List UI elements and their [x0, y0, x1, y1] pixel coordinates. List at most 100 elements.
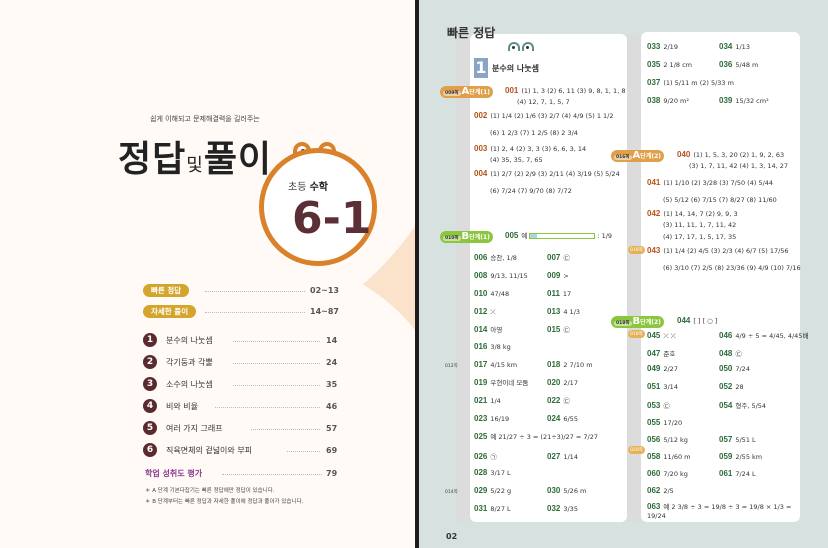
answer-item: 043 (1) 1/4 (2) 4/5 (3) 2/3 (4) 6/7 (5) 1… — [647, 246, 789, 256]
answer-item: 025 예 21/27 ÷ 3 = (21÷3)/27 = 7/27 — [474, 432, 598, 442]
answer-text: 2/19 — [663, 43, 678, 51]
answer-item: 029 5/22 g — [474, 486, 511, 496]
answer-item: 050 7/24 — [719, 364, 750, 374]
title-part: 풀이 — [203, 139, 273, 180]
toc-chapter-title: 소수의 나눗셈 — [166, 380, 213, 389]
toc-section-pill: 자세한 풀이 — [143, 305, 197, 318]
tag-stage: B — [632, 316, 641, 327]
answer-text: 5/26 m — [563, 487, 587, 495]
answer-number: 006 — [474, 253, 488, 262]
answer-item: 032 3/35 — [547, 504, 578, 514]
answer-text: 아영 — [490, 326, 503, 334]
answer-continuation: (6) 1 2/3 (7) 1 2/5 (8) 2 3/4 — [490, 129, 578, 137]
toc-leader — [205, 291, 305, 292]
chapter-title: 분수의 나눗셈 — [492, 64, 539, 73]
title-part: 및 — [186, 155, 204, 176]
answer-text: 47/48 — [490, 290, 510, 298]
answer-item: 003 (1) 2, 4 (2) 3, 3 (3) 6, 6, 3, 14 — [474, 144, 586, 154]
answer-number: 022 — [547, 396, 561, 405]
answer-text: ⤫ ⤫ — [663, 332, 676, 340]
toc-chapter-title: 여러 가지 그래프 — [166, 424, 223, 433]
answer-number: 060 — [647, 469, 661, 478]
answer-number: 004 — [474, 169, 488, 178]
answer-text: 17 — [562, 290, 572, 298]
tag-label: 단계(2) — [640, 319, 661, 326]
answer-number: 058 — [647, 452, 661, 461]
cover-page: 쉽게 이해되고 문제해결력을 길러주는 정답및풀이 초등 수학 6-1 빠른 정… — [0, 0, 415, 548]
answer-text: 5/12 kg — [663, 436, 688, 444]
answer-number: 053 — [647, 401, 661, 410]
answer-text: 1/13 — [735, 43, 750, 51]
frog-eye-icon — [508, 42, 520, 51]
answer-item: 048 ㉢ — [719, 349, 742, 359]
answer-item: 045 ⤫ ⤫ — [647, 331, 676, 341]
answer-item: 040 (1) 1, 5, 3, 20 (2) 1, 9, 2, 63 — [677, 150, 784, 160]
answer-number: 036 — [719, 60, 733, 69]
answer-item: 054 형주, 5/54 — [719, 401, 766, 411]
answer-item: 019 우현이네 모둠 — [474, 378, 528, 388]
grade-label: 초등 수학 — [288, 178, 328, 193]
answer-continuation: (3) 11, 11, 1, 7, 11, 42 — [663, 221, 737, 229]
answer-item: 033 2/19 — [647, 42, 678, 52]
toc-chapter-title: 분수의 나눗셈 — [166, 336, 213, 345]
answer-number: 005 — [505, 231, 519, 240]
answer-item: 041 (1) 1/10 (2) 3/28 (3) 7/50 (4) 5/44 — [647, 178, 773, 188]
answer-item: 004 (1) 2/7 (2) 2/9 (3) 2/11 (4) 3/19 (5)… — [474, 169, 620, 179]
stage-tag: 009쪽 A단계(1) — [440, 86, 493, 98]
answer-text: 11/60 m — [663, 453, 691, 461]
answer-text: 2 1/8 cm — [663, 61, 692, 69]
answer-number: 040 — [677, 150, 691, 159]
answer-number: 029 — [474, 486, 488, 495]
answer-text: 15/32 cm² — [735, 97, 769, 105]
side-page-ref: 020쪽 — [628, 446, 645, 454]
answer-number: 046 — [719, 331, 733, 340]
tag-stage: A — [632, 150, 641, 161]
answer-text: 5/22 g — [490, 487, 512, 495]
answer-number: 045 — [647, 331, 661, 340]
answer-number: 018 — [547, 360, 561, 369]
answer-text: 2/17 — [563, 379, 578, 387]
answer-item: 042 (1) 14, 14, 7 (2) 9, 9, 3 — [647, 209, 738, 219]
frog-eye-icon — [522, 42, 534, 51]
answer-number: 001 — [505, 86, 519, 95]
answer-number: 043 — [647, 246, 661, 255]
answer-number: 015 — [547, 325, 561, 334]
tag-label: 단계(1) — [469, 234, 490, 241]
answer-text: 3/14 — [663, 383, 678, 391]
answer-continuation: (3) 1, 7, 11, 42 (4) 1, 3, 14, 27 — [689, 162, 789, 170]
answer-item: 061 7/24 L — [719, 469, 756, 479]
page-number: 02 — [446, 532, 458, 541]
answer-number: 061 — [719, 469, 733, 478]
answer-text: 3/8 kg — [490, 343, 511, 351]
toc-leader — [233, 363, 320, 364]
answer-number: 039 — [719, 96, 733, 105]
chapter-number-icon: 3 — [143, 377, 157, 391]
answer-number: 057 — [719, 435, 733, 444]
answer-number: 037 — [647, 78, 661, 87]
answer-item: 021 1/4 — [474, 396, 501, 406]
answer-item: 015 ㉢ — [547, 325, 570, 335]
toc-leader — [222, 474, 322, 475]
answer-item: 058 11/60 m — [647, 452, 691, 462]
answer-text: ㉢ — [563, 397, 570, 405]
answer-item: 007 ㉢ — [547, 253, 570, 263]
side-page-ref: 018쪽 — [628, 330, 645, 338]
answer-text: ㉠ — [490, 453, 497, 461]
stage-tag: 010쪽 B단계(1) — [440, 231, 493, 243]
answer-item: 057 5/51 L — [719, 435, 756, 445]
chapter-number-badge: 1 — [474, 58, 488, 78]
answer-text: 2/5 — [663, 487, 674, 495]
answer-continuation: (4) 12, 7, 1, 5, 7 — [517, 98, 570, 106]
answer-number: 012 — [474, 307, 488, 316]
answer-text: 1/4 — [490, 397, 501, 405]
answer-text: 준호 — [663, 350, 676, 358]
answer-text: ㉢ — [735, 350, 742, 358]
answer-number: 032 — [547, 504, 561, 513]
answer-text: ㉢ — [663, 402, 670, 410]
answer-text: 17/20 — [663, 419, 683, 427]
answer-text: (1) 1, 5, 3, 20 (2) 1, 9, 2, 63 — [693, 151, 785, 159]
toc-leader — [233, 341, 320, 342]
toc-section-pill: 빠른 정답 — [143, 284, 190, 297]
answer-text: 2 7/10 m — [563, 361, 593, 369]
tag-stage: A — [461, 86, 470, 97]
